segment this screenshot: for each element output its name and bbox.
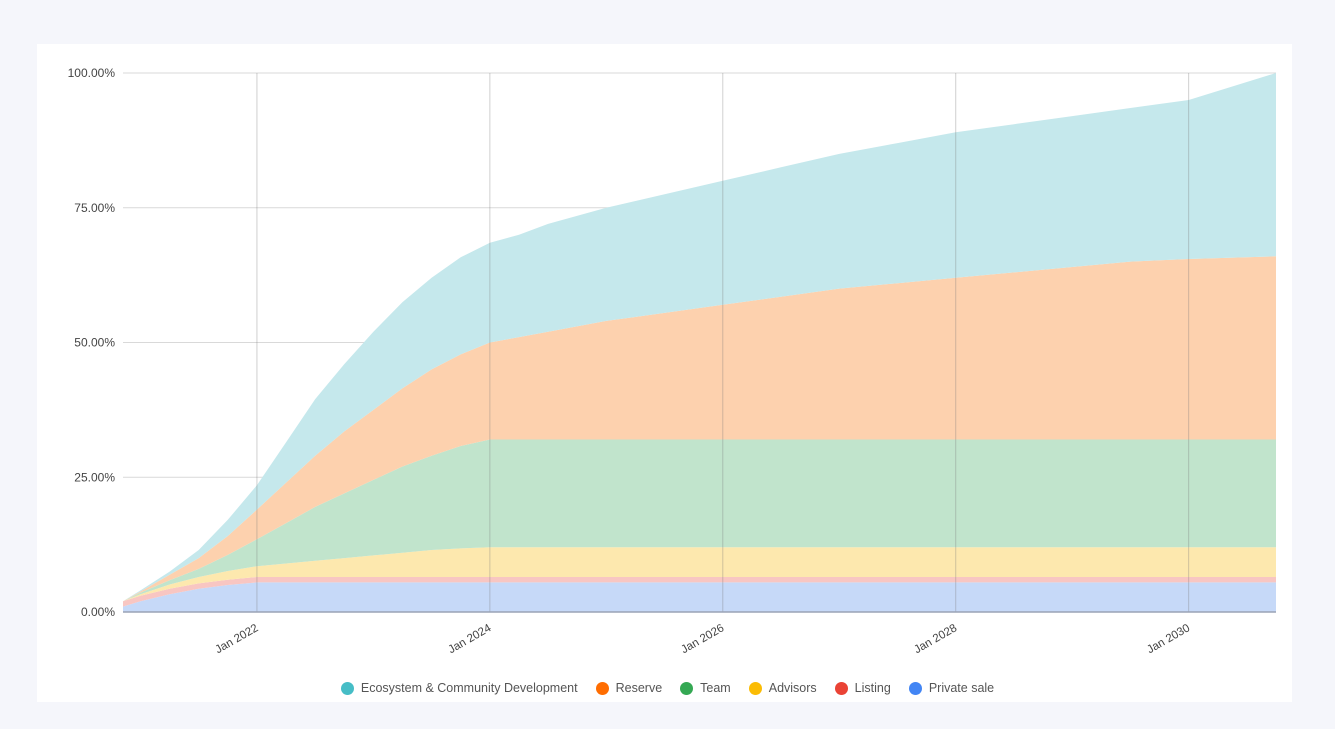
- legend-dot-icon: [908, 681, 922, 695]
- legend-label: Private sale: [928, 681, 995, 695]
- legend-label: Listing: [854, 681, 891, 695]
- x-tick-label: Jan 2024: [446, 622, 494, 656]
- legend-item-team[interactable]: Team: [680, 681, 731, 695]
- y-tick-label: 25.00%: [74, 470, 115, 484]
- x-tick-label: Jan 2030: [1145, 622, 1192, 656]
- vertical-grid-lines: [256, 73, 1190, 612]
- legend-dot-icon: [834, 681, 848, 695]
- area-ecosystem-community-development[interactable]: [123, 73, 1276, 602]
- area-series: [123, 73, 1276, 612]
- legend-item-private-sale[interactable]: Private sale: [908, 681, 995, 695]
- area-private-sale[interactable]: [123, 582, 1276, 612]
- legend-label: Ecosystem & Community Development: [360, 681, 578, 695]
- area-reserve[interactable]: [123, 256, 1276, 602]
- x-axis: Jan 2022 Jan 2024 Jan 2026 Jan 2028 Jan 2030: [123, 611, 1276, 656]
- legend-label: Advisors: [768, 681, 817, 695]
- y-axis: 0.00% 25.00% 50.00% 75.00% 100.00%: [68, 66, 116, 619]
- legend-dot-icon: [680, 681, 694, 695]
- legend-item-listing[interactable]: Listing: [834, 681, 891, 695]
- y-tick-label: 75.00%: [74, 201, 115, 215]
- x-tick-label: Jan 2028: [912, 622, 959, 656]
- legend-dot-icon: [748, 681, 762, 695]
- area-listing[interactable]: [123, 577, 1276, 607]
- x-tick-label: Jan 2026: [679, 622, 726, 656]
- legend-item-reserve[interactable]: Reserve: [595, 681, 663, 695]
- y-tick-label: 0.00%: [81, 605, 115, 619]
- chart-legend: Ecosystem & Community Development Reserv…: [0, 681, 1335, 695]
- x-tick-label: Jan 2022: [213, 622, 260, 656]
- legend-dot-icon: [595, 681, 609, 695]
- y-tick-label: 100.00%: [68, 66, 116, 80]
- legend-label: Team: [700, 681, 731, 695]
- legend-item-ecosystem[interactable]: Ecosystem & Community Development: [340, 681, 578, 695]
- legend-label: Reserve: [615, 681, 663, 695]
- y-tick-label: 50.00%: [74, 336, 115, 350]
- area-advisors[interactable]: [123, 547, 1276, 602]
- area-team[interactable]: [123, 439, 1276, 602]
- legend-dot-icon: [340, 681, 354, 695]
- legend-item-advisors[interactable]: Advisors: [748, 681, 817, 695]
